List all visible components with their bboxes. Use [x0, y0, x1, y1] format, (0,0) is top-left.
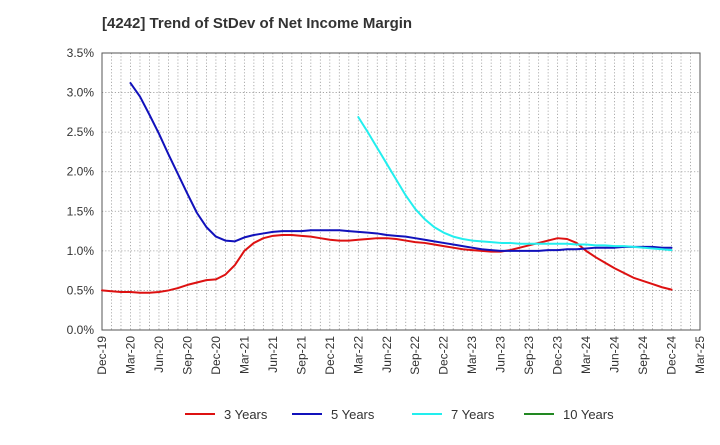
y-tick-label: 1.0% — [67, 244, 95, 258]
x-tick-label: Dec-19 — [95, 336, 109, 375]
x-tick-label: Mar-25 — [693, 336, 707, 374]
x-tick-label: Dec-20 — [209, 336, 223, 375]
x-tick-label: Jun-21 — [266, 336, 280, 373]
x-tick-label: Mar-24 — [579, 336, 593, 374]
x-tick-label: Dec-23 — [551, 336, 565, 375]
x-tick-label: Mar-23 — [465, 336, 479, 374]
x-tick-label: Sep-24 — [636, 336, 650, 375]
legend-item-5-years: 5 Years — [292, 407, 375, 422]
legend-label: 3 Years — [224, 407, 268, 422]
x-tick-label: Sep-21 — [294, 336, 308, 375]
y-tick-label: 0.0% — [67, 323, 95, 337]
x-tick-label: Mar-21 — [237, 336, 251, 374]
series-line-7-years — [357, 116, 673, 252]
series-lines — [101, 82, 673, 294]
y-tick-label: 0.5% — [67, 283, 95, 297]
x-tick-label: Sep-22 — [408, 336, 422, 375]
plot-border — [101, 52, 701, 331]
x-tick-label: Jun-22 — [380, 336, 394, 373]
x-tick-label: Dec-24 — [665, 336, 679, 375]
series-line-3-years — [101, 234, 673, 294]
chart-title: [4242] Trend of StDev of Net Income Marg… — [102, 15, 413, 32]
x-tick-label: Sep-20 — [180, 336, 194, 375]
grid — [101, 52, 701, 331]
x-tick-label: Mar-22 — [351, 336, 365, 374]
legend-label: 7 Years — [451, 407, 495, 422]
y-tick-label: 1.5% — [67, 204, 95, 218]
x-tick-label: Dec-22 — [437, 336, 451, 375]
legend-item-7-years: 7 Years — [412, 407, 495, 422]
legend-label: 5 Years — [331, 407, 375, 422]
axes: 0.0% 0.5% 1.0% 1.5% 2.0% 2.5% 3.0% 3.5% Dec-19 Ma… — [67, 46, 707, 375]
legend-item-3-years: 3 Years — [185, 407, 268, 422]
x-tick-label: Jun-24 — [608, 336, 622, 373]
y-tick-label: 3.5% — [67, 46, 95, 60]
legend-label: 10 Years — [563, 407, 614, 422]
y-tick-label: 2.5% — [67, 125, 95, 139]
legend: 3 Years 5 Years 7 Years 10 Years — [185, 407, 614, 422]
y-tick-label: 2.0% — [67, 165, 95, 179]
x-tick-label: Jun-20 — [152, 336, 166, 373]
x-tick-label: Sep-23 — [522, 336, 536, 375]
x-tick-label: Jun-23 — [494, 336, 508, 373]
y-tick-label: 3.0% — [67, 86, 95, 100]
x-tick-label: Dec-21 — [323, 336, 337, 375]
legend-item-10-years: 10 Years — [524, 407, 614, 422]
x-tick-label: Mar-20 — [123, 336, 137, 374]
series-line-5-years — [129, 82, 673, 252]
